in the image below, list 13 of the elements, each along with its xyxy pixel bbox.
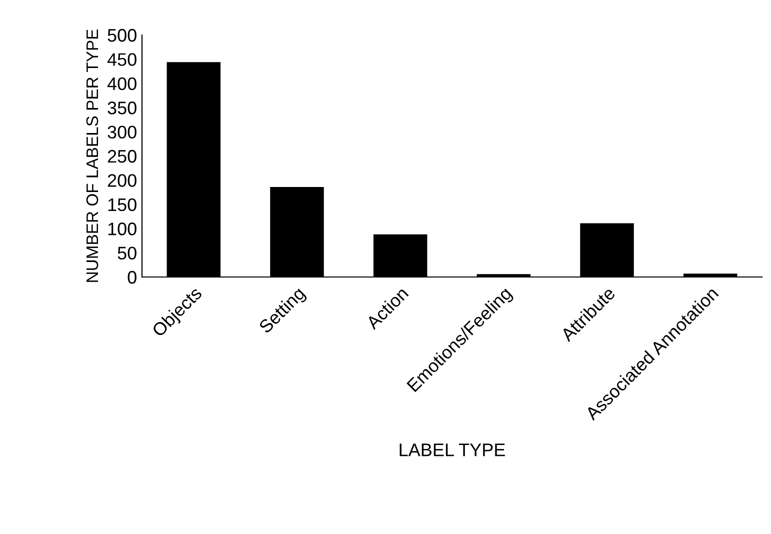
y-tick-label: 0 xyxy=(128,270,136,284)
y-tick-label: 400 xyxy=(107,77,136,90)
y-tick-label: 50 xyxy=(118,246,136,260)
y-axis-title: NUMBER OF LABELS PER TYPE xyxy=(86,30,98,282)
y-tick-label: 300 xyxy=(108,126,136,139)
y-tick-label: 100 xyxy=(108,222,136,236)
y-tick-label: 150 xyxy=(108,198,136,212)
y-tick-label: 200 xyxy=(108,174,136,187)
y-tick-label: 450 xyxy=(107,53,136,66)
y-tick-label: 500 xyxy=(108,28,136,42)
y-tick-label: 250 xyxy=(108,150,136,163)
y-tick-label: 350 xyxy=(108,102,136,114)
x-axis-title: LABEL TYPE xyxy=(400,444,505,456)
